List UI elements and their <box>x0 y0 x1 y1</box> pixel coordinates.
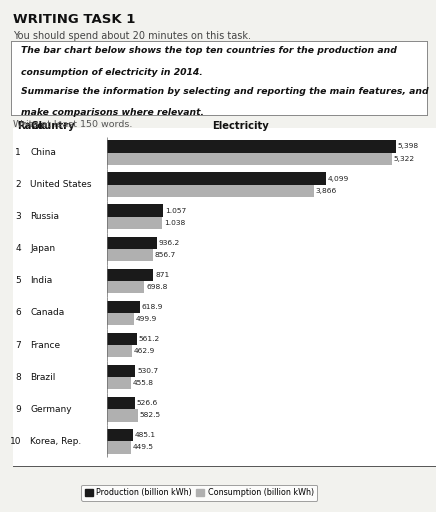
Bar <box>107 185 314 197</box>
Bar <box>107 269 153 281</box>
Text: Country: Country <box>30 121 75 131</box>
Text: 4: 4 <box>16 244 21 253</box>
Bar <box>107 429 133 441</box>
Text: 618.9: 618.9 <box>142 304 163 310</box>
Text: 5,398: 5,398 <box>398 143 419 150</box>
Text: Rank: Rank <box>17 121 45 131</box>
Text: consumption of electricity in 2014.: consumption of electricity in 2014. <box>21 69 203 77</box>
Text: 582.5: 582.5 <box>140 412 161 418</box>
Text: 485.1: 485.1 <box>135 432 156 438</box>
Text: 1: 1 <box>15 148 21 157</box>
Text: 856.7: 856.7 <box>154 252 176 258</box>
Bar <box>107 313 133 325</box>
Text: Summarise the information by selecting and reporting the main features, and: Summarise the information by selecting a… <box>21 87 429 96</box>
Text: You should spend about 20 minutes on this task.: You should spend about 20 minutes on thi… <box>13 31 251 41</box>
Text: The bar chart below shows the top ten countries for the production and: The bar chart below shows the top ten co… <box>21 46 397 55</box>
Text: Korea, Rep.: Korea, Rep. <box>30 437 82 446</box>
Text: 9: 9 <box>15 404 21 414</box>
Text: 8: 8 <box>15 373 21 381</box>
Text: WRITING TASK 1: WRITING TASK 1 <box>13 13 136 26</box>
Text: 7: 7 <box>15 340 21 350</box>
Legend: Production (billion kWh), Consumption (billion kWh): Production (billion kWh), Consumption (b… <box>81 484 317 501</box>
Bar <box>107 237 157 249</box>
Text: 530.7: 530.7 <box>137 368 158 374</box>
Text: 6: 6 <box>15 309 21 317</box>
Text: Canada: Canada <box>30 309 65 317</box>
Text: 1.038: 1.038 <box>164 220 185 226</box>
Bar <box>107 409 138 421</box>
Bar <box>107 345 132 357</box>
Text: 4,099: 4,099 <box>328 176 349 182</box>
Text: 526.6: 526.6 <box>137 400 158 406</box>
Bar <box>107 441 131 454</box>
Bar <box>107 397 135 409</box>
Text: 5,322: 5,322 <box>394 156 415 162</box>
Bar <box>107 333 137 345</box>
Text: United States: United States <box>30 180 92 189</box>
Text: 2: 2 <box>16 180 21 189</box>
Bar <box>107 377 131 390</box>
Bar <box>107 173 326 185</box>
Bar <box>107 301 140 313</box>
Text: 462.9: 462.9 <box>133 348 155 354</box>
Bar <box>107 365 135 377</box>
Bar <box>107 217 162 229</box>
Text: Electricity: Electricity <box>212 121 269 131</box>
Text: 10: 10 <box>10 437 21 446</box>
Text: make comparisons where relevant.: make comparisons where relevant. <box>21 108 204 117</box>
Text: 455.8: 455.8 <box>133 380 154 386</box>
Text: France: France <box>30 340 60 350</box>
Bar <box>107 204 164 217</box>
Text: India: India <box>30 276 52 285</box>
Text: 936.2: 936.2 <box>159 240 180 246</box>
Text: Brazil: Brazil <box>30 373 55 381</box>
Bar <box>107 140 396 153</box>
Text: 871: 871 <box>155 272 170 278</box>
Bar <box>107 281 144 293</box>
Text: China: China <box>30 148 56 157</box>
Text: 499.9: 499.9 <box>136 316 157 322</box>
Text: 449.5: 449.5 <box>133 444 154 451</box>
Text: 5: 5 <box>15 276 21 285</box>
Text: Russia: Russia <box>30 212 59 221</box>
Text: 1.057: 1.057 <box>165 208 187 214</box>
Text: Germany: Germany <box>30 404 72 414</box>
Bar <box>107 153 392 165</box>
Text: 3,866: 3,866 <box>316 188 337 194</box>
Text: Japan: Japan <box>30 244 55 253</box>
Text: Write at least 150 words.: Write at least 150 words. <box>13 120 133 129</box>
Text: 698.8: 698.8 <box>146 284 167 290</box>
Bar <box>107 249 153 261</box>
Text: 561.2: 561.2 <box>139 336 160 342</box>
Text: 3: 3 <box>15 212 21 221</box>
